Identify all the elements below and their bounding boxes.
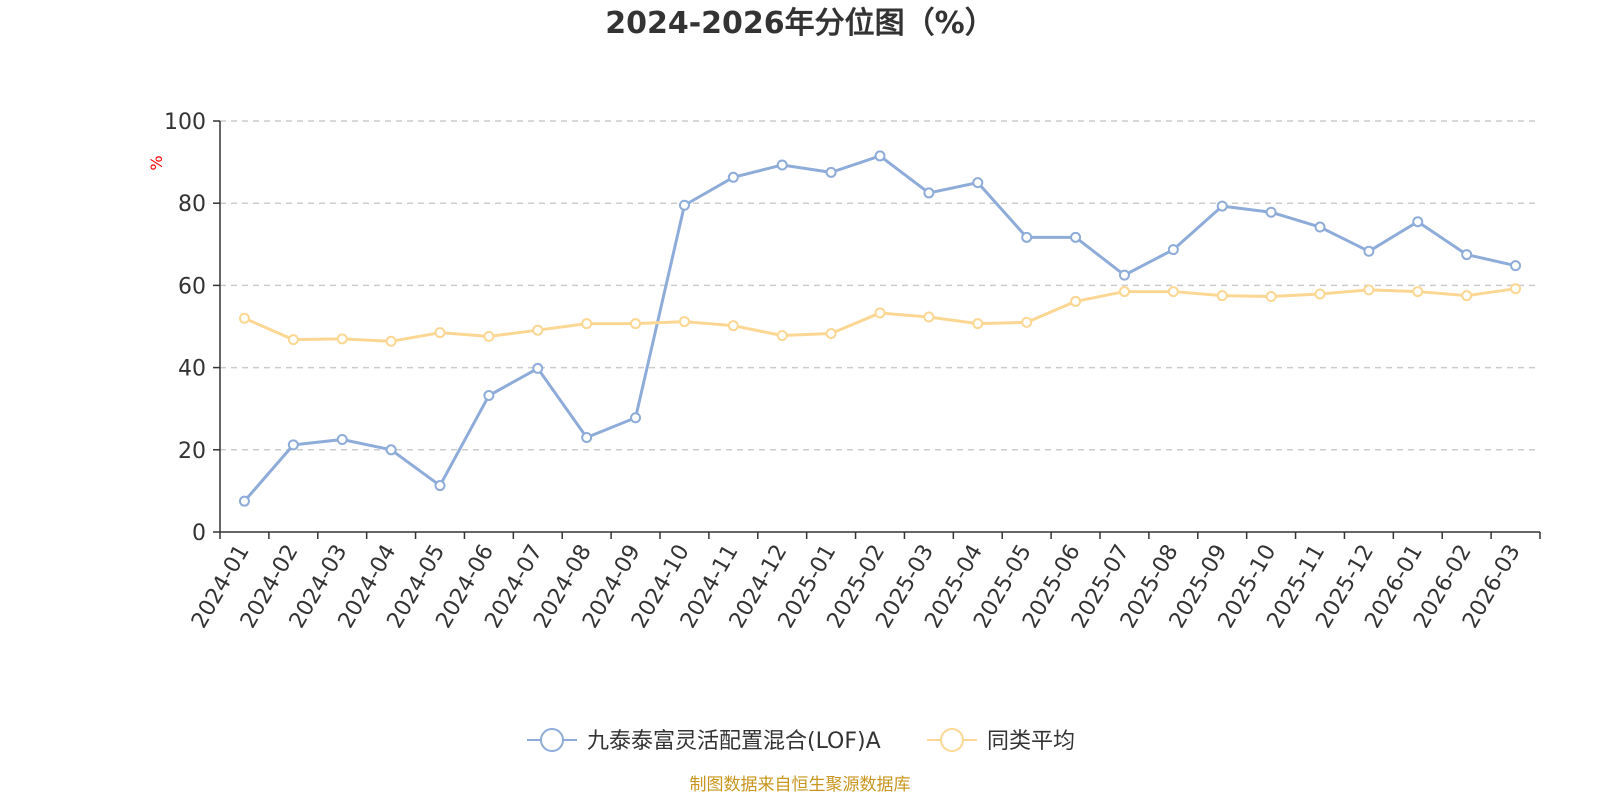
y-tick-label: 40 bbox=[178, 357, 206, 382]
data-point-0[interactable] bbox=[825, 166, 837, 178]
grid-lines bbox=[220, 120, 1540, 451]
y-tick-label: 60 bbox=[178, 274, 206, 299]
data-point-1[interactable] bbox=[972, 318, 984, 330]
data-point-1[interactable] bbox=[1265, 290, 1277, 302]
axes bbox=[213, 120, 1541, 539]
data-point-1[interactable] bbox=[1070, 295, 1082, 307]
data-point-1[interactable] bbox=[532, 324, 544, 336]
data-point-1[interactable] bbox=[1412, 286, 1424, 298]
data-point-0[interactable] bbox=[1070, 231, 1082, 243]
data-point-1[interactable] bbox=[385, 335, 397, 347]
data-point-0[interactable] bbox=[1265, 206, 1277, 218]
data-point-0[interactable] bbox=[581, 431, 593, 443]
legend-swatch-marker bbox=[940, 728, 964, 752]
data-point-0[interactable] bbox=[1412, 216, 1424, 228]
data-point-1[interactable] bbox=[1314, 288, 1326, 300]
y-axis-unit: % bbox=[147, 155, 166, 170]
x-tick-labels: 2024-012024-022024-032024-042024-052024-… bbox=[187, 541, 1526, 633]
data-point-0[interactable] bbox=[1363, 245, 1375, 257]
data-point-0[interactable] bbox=[776, 159, 788, 171]
data-point-1[interactable] bbox=[1363, 284, 1375, 296]
data-point-1[interactable] bbox=[825, 327, 837, 339]
data-point-0[interactable] bbox=[923, 187, 935, 199]
y-tick-label: 100 bbox=[164, 110, 206, 135]
legend[interactable]: 九泰泰富灵活配置混合(LOF)A 同类平均 bbox=[527, 728, 1075, 754]
series-group bbox=[238, 150, 1522, 507]
legend-label[interactable]: 同类平均 bbox=[987, 729, 1075, 754]
data-point-1[interactable] bbox=[287, 334, 299, 346]
data-point-1[interactable] bbox=[1216, 290, 1228, 302]
data-point-1[interactable] bbox=[238, 312, 250, 324]
data-point-0[interactable] bbox=[1314, 221, 1326, 233]
data-point-1[interactable] bbox=[1510, 283, 1522, 295]
y-tick-label: 20 bbox=[178, 439, 206, 464]
data-point-1[interactable] bbox=[727, 320, 739, 332]
data-point-0[interactable] bbox=[678, 199, 690, 211]
data-point-0[interactable] bbox=[434, 480, 446, 492]
data-point-1[interactable] bbox=[1461, 290, 1473, 302]
data-point-0[interactable] bbox=[1216, 200, 1228, 212]
data-point-0[interactable] bbox=[1461, 249, 1473, 261]
data-point-1[interactable] bbox=[874, 307, 886, 319]
y-tick-labels: 0 20 40 60 80 100 bbox=[164, 110, 206, 546]
data-point-0[interactable] bbox=[385, 444, 397, 456]
data-point-1[interactable] bbox=[483, 330, 495, 342]
data-point-1[interactable] bbox=[434, 327, 446, 339]
data-point-0[interactable] bbox=[727, 171, 739, 183]
data-point-0[interactable] bbox=[972, 177, 984, 189]
data-point-1[interactable] bbox=[776, 330, 788, 342]
data-point-0[interactable] bbox=[1167, 244, 1179, 256]
data-point-0[interactable] bbox=[336, 434, 348, 446]
legend-label[interactable]: 九泰泰富灵活配置混合(LOF)A bbox=[587, 729, 881, 754]
data-point-0[interactable] bbox=[630, 412, 642, 424]
data-point-0[interactable] bbox=[1118, 269, 1130, 281]
data-point-1[interactable] bbox=[336, 333, 348, 345]
y-tick-label: 80 bbox=[178, 192, 206, 217]
data-point-1[interactable] bbox=[581, 318, 593, 330]
data-point-1[interactable] bbox=[923, 311, 935, 323]
data-point-1[interactable] bbox=[1021, 316, 1033, 328]
y-tick-label: 0 bbox=[192, 521, 206, 546]
data-point-0[interactable] bbox=[1021, 231, 1033, 243]
data-point-0[interactable] bbox=[483, 390, 495, 402]
data-point-0[interactable] bbox=[1510, 260, 1522, 272]
data-point-0[interactable] bbox=[532, 362, 544, 374]
data-point-1[interactable] bbox=[1167, 286, 1179, 298]
chart-title: 2024-2026年分位图（%） bbox=[605, 6, 995, 41]
data-point-0[interactable] bbox=[287, 439, 299, 451]
data-point-0[interactable] bbox=[238, 495, 250, 507]
data-point-1[interactable] bbox=[1118, 286, 1130, 298]
data-point-1[interactable] bbox=[678, 316, 690, 328]
data-point-1[interactable] bbox=[630, 318, 642, 330]
legend-swatch-marker bbox=[540, 728, 564, 752]
data-point-0[interactable] bbox=[874, 150, 886, 162]
data-source-note: 制图数据来自恒生聚源数据库 bbox=[690, 775, 911, 795]
